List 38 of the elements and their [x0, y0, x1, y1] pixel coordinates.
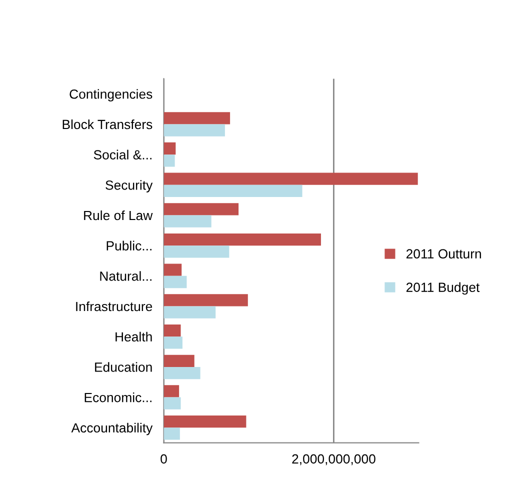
- bar: [164, 397, 181, 410]
- bar: [164, 294, 248, 306]
- bar: [164, 336, 182, 349]
- legend-label: 2011 Budget: [406, 282, 480, 295]
- bar: [164, 306, 216, 318]
- y-tick-label: Rule of Law: [84, 210, 153, 220]
- bar: [164, 428, 180, 440]
- bar: [164, 354, 194, 367]
- bar: [164, 112, 230, 124]
- bar: [164, 276, 187, 288]
- legend-label: 2011 Outturn: [406, 249, 481, 259]
- bar: [164, 415, 246, 428]
- bar: [164, 233, 321, 246]
- y-tick-label: Social &...: [94, 150, 152, 160]
- y-tick-label: Contingencies: [70, 89, 152, 102]
- bar: [164, 124, 225, 136]
- x-tick-label: 0: [160, 454, 167, 464]
- bar: [164, 324, 181, 337]
- y-tick-label: Natural...: [100, 271, 152, 281]
- bar: [164, 203, 239, 216]
- bar: [164, 184, 302, 198]
- y-tick-label: Block Transfers: [62, 119, 152, 130]
- y-tick-label: Education: [95, 362, 152, 372]
- x-tick-label: 2,000,000,000: [292, 454, 376, 466]
- y-tick-label: Accountability: [71, 422, 153, 436]
- bar: [164, 366, 200, 380]
- bar: [164, 246, 230, 258]
- y-tick-label: Health: [116, 332, 152, 342]
- y-tick-label: Security: [106, 180, 153, 192]
- bar: [164, 264, 182, 276]
- bar: [164, 154, 175, 167]
- bar: [164, 142, 176, 155]
- y-tick-label: Infrastructure: [76, 302, 152, 312]
- bar: [164, 172, 418, 185]
- bar: [164, 215, 212, 228]
- y-tick-label: Economic...: [84, 392, 152, 402]
- y-tick-label: Public...: [106, 240, 152, 250]
- bar: [164, 385, 180, 398]
